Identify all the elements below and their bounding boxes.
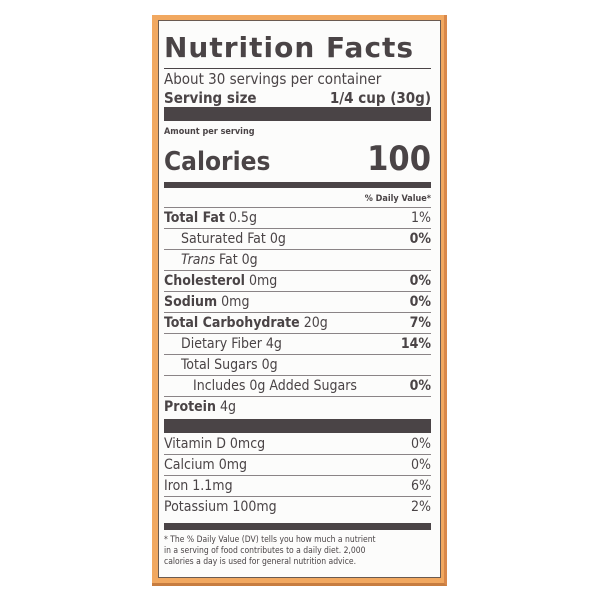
nutrient-label: Protein <box>164 399 216 415</box>
nutrient-label: Sodium <box>164 294 218 310</box>
vitamin-row-iron: Iron 1.1mg 6% <box>164 476 431 497</box>
medium-divider <box>164 523 431 530</box>
vitamin-label: Potassium <box>164 499 229 515</box>
nutrient-list: Total Fat 0.5g 1% Saturated Fat 0g 0% Trans F… <box>164 208 431 418</box>
nutrient-row-trans-fat: Trans Fat 0g <box>164 250 431 271</box>
calories-value: 100 <box>367 139 431 179</box>
nutrient-label-rest: Fat <box>219 252 238 268</box>
nutrient-amount: 0mg <box>221 294 250 310</box>
vitamin-row-vitamin-d: Vitamin D 0mcg 0% <box>164 434 431 455</box>
nutrient-amount: 4g <box>219 399 236 415</box>
vitamin-list: Vitamin D 0mcg 0% Calcium 0mg 0% Iron 1.1mg 6%… <box>164 434 431 518</box>
nutrient-label: Total Sugars <box>181 357 258 373</box>
vitamin-dv: 0% <box>411 457 431 473</box>
nutrient-dv: 0% <box>409 231 431 247</box>
nutrient-dv: 7% <box>409 315 431 331</box>
thick-divider <box>164 107 431 121</box>
nutrient-dv: 1% <box>411 210 431 226</box>
nutrient-amount: 0g <box>261 357 278 373</box>
serving-size-value: 1/4 cup (30g) <box>329 89 431 107</box>
nutrient-row-saturated-fat: Saturated Fat 0g 0% <box>164 229 431 250</box>
nutrient-label: Total Fat <box>164 210 225 226</box>
nutrient-label: Includes 0g Added Sugars <box>193 378 357 394</box>
nutrient-label: Dietary Fiber <box>181 336 262 352</box>
vitamin-amount: 0mg <box>218 457 247 473</box>
vitamin-amount: 100mg <box>232 499 277 515</box>
nutrient-amount: 20g <box>303 315 328 331</box>
serving-size-label: Serving size <box>164 89 257 107</box>
nutrient-amount: 0g <box>241 252 258 268</box>
amount-per-serving: Amount per serving <box>164 127 255 137</box>
nutrient-dv: 0% <box>409 273 431 289</box>
vitamin-dv: 0% <box>411 436 431 452</box>
label-frame: Nutrition Facts About 30 servings per co… <box>152 15 447 586</box>
daily-value-header: % Daily Value* <box>164 194 431 208</box>
nutrient-amount: 4g <box>265 336 282 352</box>
footnote: * The % Daily Value (DV) tells you how m… <box>164 535 376 567</box>
nutrient-label: Saturated Fat <box>181 231 266 247</box>
nutrient-row-sodium: Sodium 0mg 0% <box>164 292 431 313</box>
nutrient-row-dietary-fiber: Dietary Fiber 4g 14% <box>164 334 431 355</box>
nutrient-dv: 0% <box>409 378 431 394</box>
panel-title: Nutrition Facts <box>164 29 431 69</box>
nutrient-amount: 0.5g <box>228 210 257 226</box>
nutrient-row-total-sugars: Total Sugars 0g <box>164 355 431 376</box>
vitamin-row-calcium: Calcium 0mg 0% <box>164 455 431 476</box>
vitamin-label: Vitamin D <box>164 436 226 452</box>
vitamin-dv: 2% <box>411 499 431 515</box>
nutrient-row-added-sugars: Includes 0g Added Sugars 0% <box>164 376 431 397</box>
nutrient-label: Cholesterol <box>164 273 245 289</box>
nutrient-label: Total Carbohydrate <box>164 315 300 331</box>
serving-size: Serving size 1/4 cup (30g) <box>164 89 431 107</box>
nutrient-amount: 0g <box>269 231 286 247</box>
nutrient-dv: 0% <box>409 294 431 310</box>
vitamin-amount: 0mcg <box>229 436 266 452</box>
thick-divider <box>164 419 431 433</box>
nutrient-row-total-carbohydrate: Total Carbohydrate 20g 7% <box>164 313 431 334</box>
nutrient-label: Trans <box>181 252 216 268</box>
calories-row: Calories 100 <box>164 139 431 179</box>
nutrient-row-total-fat: Total Fat 0.5g 1% <box>164 208 431 229</box>
nutrient-dv: 14% <box>400 336 431 352</box>
servings-per-container: About 30 servings per container <box>164 70 382 88</box>
vitamin-row-potassium: Potassium 100mg 2% <box>164 497 431 518</box>
vitamin-amount: 1.1mg <box>192 478 233 494</box>
medium-divider <box>164 182 431 188</box>
vitamin-label: Calcium <box>164 457 215 473</box>
nutrient-amount: 0mg <box>248 273 278 289</box>
nutrient-row-cholesterol: Cholesterol 0mg 0% <box>164 271 431 292</box>
vitamin-dv: 6% <box>411 478 431 494</box>
calories-label: Calories <box>164 147 271 177</box>
nutrition-facts-panel: Nutrition Facts About 30 servings per co… <box>158 20 441 578</box>
vitamin-label: Iron <box>164 478 189 494</box>
nutrient-row-protein: Protein 4g <box>164 397 431 418</box>
